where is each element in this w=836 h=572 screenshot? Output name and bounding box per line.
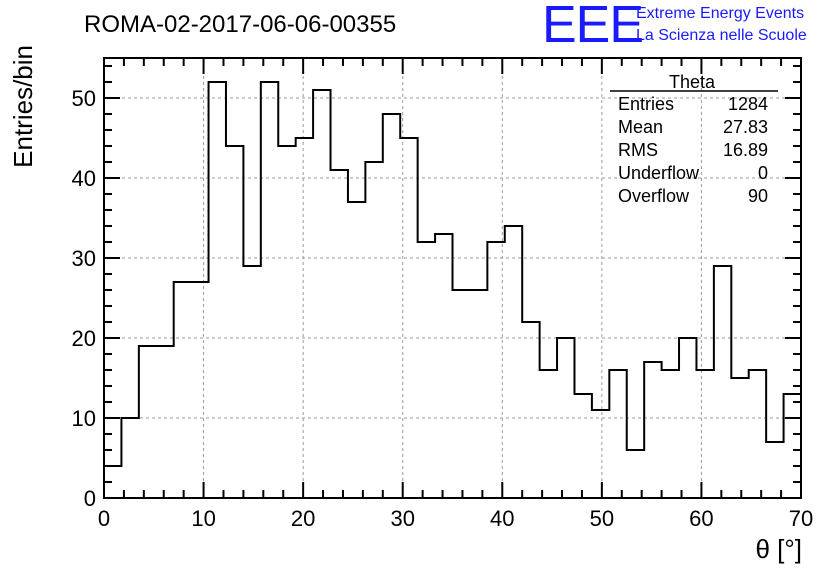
eee-logo-line2: La Scienza nelle Scuole (636, 27, 807, 44)
histogram-bin (662, 370, 679, 498)
histogram-bin (121, 418, 138, 498)
histogram-bin (644, 362, 661, 498)
histogram-bin (470, 290, 487, 498)
y-tick-label: 0 (84, 486, 96, 511)
stats-box: Theta Entries 1284 Mean 27.83 RMS 16.89 Underf… (610, 72, 778, 206)
histogram-bin (226, 146, 243, 498)
histogram-bin (505, 226, 522, 498)
x-tick-label: 70 (789, 506, 813, 531)
histogram-bin (749, 370, 766, 498)
stats-row-value: 90 (748, 186, 768, 206)
y-tick-labels: 0 10 20 30 40 50 (72, 86, 96, 511)
histogram-bin (574, 394, 591, 498)
y-axis-label: Entries/bin (8, 45, 38, 168)
histogram-bin (679, 338, 696, 498)
x-tick-label: 20 (291, 506, 315, 531)
x-tick-label: 60 (689, 506, 713, 531)
histogram-bin (766, 442, 783, 498)
histogram-bin (243, 266, 260, 498)
stats-row-label: Underflow (618, 163, 700, 183)
y-tick-label: 20 (72, 326, 96, 351)
x-tick-labels: 0 10 20 30 40 50 60 70 (98, 506, 813, 531)
x-tick-label: 40 (490, 506, 514, 531)
stats-row-label: RMS (618, 140, 658, 160)
histogram-bin (435, 234, 452, 498)
y-tick-label: 30 (72, 246, 96, 271)
y-tick-label: 10 (72, 406, 96, 431)
histogram-bin (400, 138, 417, 498)
histogram-bin (331, 170, 348, 498)
histogram-bin (296, 138, 313, 498)
histogram-bin (174, 282, 191, 498)
histogram-bin (592, 410, 609, 498)
stats-rows: Entries 1284 Mean 27.83 RMS 16.89 Underflow 0 Ov… (618, 94, 768, 206)
axis-ticks (103, 58, 802, 499)
x-axis-label: θ [°] (755, 534, 802, 564)
stats-row-value: 1284 (728, 94, 768, 114)
eee-logo: EEE Extreme Energy Events La Scienza nel… (542, 0, 807, 54)
histogram-bin (731, 378, 748, 498)
stats-row-value: 27.83 (723, 117, 768, 137)
histogram-bin (156, 346, 173, 498)
x-tick-label: 50 (590, 506, 614, 531)
stats-row-value: 16.89 (723, 140, 768, 160)
y-tick-label: 40 (72, 166, 96, 191)
x-tick-label: 30 (390, 506, 414, 531)
chart-title: ROMA-02-2017-06-06-00355 (84, 11, 396, 38)
histogram-bin (418, 242, 435, 498)
histogram-bin (714, 266, 731, 498)
histogram-bin (609, 370, 626, 498)
histogram-bin (348, 202, 365, 498)
eee-logo-line1: Extreme Energy Events (636, 5, 804, 22)
histogram-bin (209, 82, 226, 498)
y-tick-label: 50 (72, 86, 96, 111)
histogram-bin (191, 282, 208, 498)
x-tick-label: 10 (191, 506, 215, 531)
histogram-bin (365, 162, 382, 498)
histogram-bin (557, 338, 574, 498)
stats-box-title: Theta (669, 72, 716, 92)
stats-row-label: Entries (618, 94, 674, 114)
histogram-bin (278, 146, 295, 498)
histogram-bin (453, 290, 470, 498)
histogram-bin (313, 90, 330, 498)
grid-lines (104, 58, 801, 498)
plot-frame-rect (103, 57, 802, 499)
histogram-bin (139, 346, 156, 498)
stats-row-label: Mean (618, 117, 663, 137)
histogram-bin (540, 370, 557, 498)
histogram-bin (522, 322, 539, 498)
histogram-bin (261, 82, 278, 498)
plot-frame (103, 57, 802, 499)
histogram-bin (696, 370, 713, 498)
histogram-bars (103, 81, 801, 498)
stats-row-label: Overflow (618, 186, 690, 206)
eee-logo-text: EEE (542, 0, 643, 54)
stats-row-value: 0 (758, 163, 768, 183)
histogram-bin (383, 114, 400, 498)
histogram-outline (103, 81, 801, 498)
x-tick-label: 0 (98, 506, 110, 531)
histogram-bin (487, 242, 504, 498)
